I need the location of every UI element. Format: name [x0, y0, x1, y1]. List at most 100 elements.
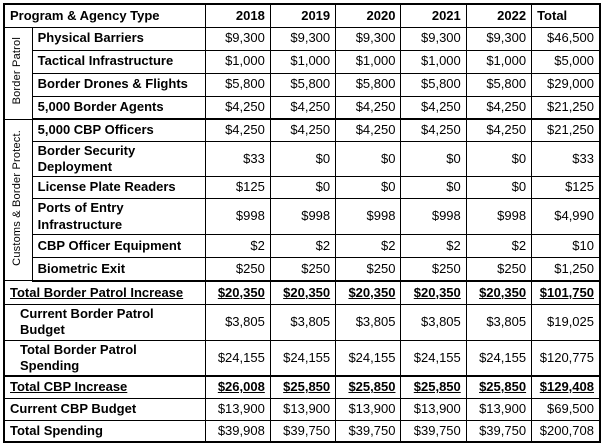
value-cell: $0 — [400, 140, 467, 177]
value-cell: $33 — [204, 140, 271, 177]
value-cell: $1,000 — [465, 49, 533, 74]
value-cell: $998 — [465, 198, 533, 235]
value-cell: $1,000 — [335, 49, 402, 74]
value-cell: $4,250 — [400, 118, 467, 142]
value-cell: $26,008 — [204, 375, 271, 399]
value-cell: $2 — [465, 234, 533, 258]
total-cell: $21,250 — [531, 95, 601, 120]
value-cell: $9,300 — [335, 26, 402, 51]
value-cell: $25,850 — [269, 375, 337, 399]
value-cell: $3,805 — [400, 304, 467, 341]
total-cell: $21,250 — [531, 118, 601, 142]
table-row: CBP Officer Equipment $2 $2 $2 $2 $2 $10 — [4, 234, 601, 258]
value-cell: $13,900 — [400, 397, 467, 421]
value-cell: $0 — [465, 140, 533, 177]
value-cell: $13,900 — [335, 397, 402, 421]
value-cell: $998 — [204, 198, 271, 235]
value-cell: $20,350 — [400, 280, 467, 305]
value-cell: $13,900 — [204, 397, 271, 421]
value-cell: $250 — [204, 257, 271, 282]
value-cell: $0 — [269, 176, 337, 199]
value-cell: $4,250 — [335, 118, 402, 142]
value-cell: $13,900 — [269, 397, 337, 421]
value-cell: $1,000 — [269, 49, 337, 74]
value-cell: $998 — [400, 198, 467, 235]
total-cell: $46,500 — [531, 26, 601, 51]
table-row: Ports of Entry Infrastructure $998 $998 … — [4, 198, 601, 235]
group-label-text: Customs & Border Protect. — [11, 129, 24, 266]
value-cell: $24,155 — [400, 339, 467, 377]
summary-row-current-border-patrol-budget: Current Border Patrol Budget $3,805 $3,8… — [3, 304, 601, 341]
value-cell: $0 — [400, 176, 467, 199]
value-cell: $0 — [465, 176, 533, 199]
total-cell: $101,750 — [531, 280, 601, 305]
header-year-2022: 2022 — [465, 3, 533, 28]
header-total: Total — [531, 3, 601, 28]
value-cell: $3,805 — [269, 304, 337, 341]
value-cell: $9,300 — [400, 26, 467, 51]
summary-row-total-border-patrol-increase: Total Border Patrol Increase $20,350 $20… — [3, 280, 601, 305]
summary-row-total-border-patrol-spending: Total Border Patrol Spending $24,155 $24… — [3, 339, 601, 377]
value-cell: $0 — [269, 140, 337, 177]
value-cell: $39,908 — [204, 419, 271, 443]
summary-row-current-cbp-budget: Current CBP Budget $13,900 $13,900 $13,9… — [3, 397, 601, 421]
value-cell: $1,000 — [204, 49, 271, 74]
row-label-tactical-infrastructure: Tactical Infrastructure — [31, 49, 206, 74]
row-label-border-drones-flights: Border Drones & Flights — [31, 72, 206, 97]
value-cell: $9,300 — [269, 26, 337, 51]
group-label-text: Border Patrol — [11, 37, 24, 105]
summary-label: Total CBP Increase — [3, 375, 206, 399]
value-cell: $5,800 — [465, 72, 533, 97]
header-row: Program & Agency Type 2018 2019 2020 202… — [3, 3, 601, 28]
row-label-license-plate-readers: License Plate Readers — [31, 176, 206, 199]
value-cell: $20,350 — [335, 280, 402, 305]
total-cell: $29,000 — [531, 72, 601, 97]
value-cell: $4,250 — [400, 95, 467, 120]
row-label-border-security-deployment: Border Security Deployment — [31, 140, 206, 177]
row-label-5000-border-agents: 5,000 Border Agents — [31, 95, 206, 120]
summary-label: Total Border Patrol Spending — [3, 339, 206, 377]
value-cell: $4,250 — [204, 118, 271, 142]
row-label-physical-barriers: Physical Barriers — [31, 26, 206, 51]
value-cell: $2 — [335, 234, 402, 258]
header-year-2019: 2019 — [269, 3, 337, 28]
summary-label: Total Border Patrol Increase — [3, 280, 206, 305]
value-cell: $2 — [269, 234, 337, 258]
summary-label: Current Border Patrol Budget — [3, 304, 206, 341]
value-cell: $0 — [335, 140, 402, 177]
value-cell: $2 — [400, 234, 467, 258]
value-cell: $39,750 — [465, 419, 533, 443]
value-cell: $3,805 — [204, 304, 271, 341]
value-cell: $250 — [465, 257, 533, 282]
value-cell: $24,155 — [269, 339, 337, 377]
value-cell: $4,250 — [204, 95, 271, 120]
value-cell: $250 — [335, 257, 402, 282]
row-label-biometric-exit: Biometric Exit — [31, 257, 206, 282]
summary-row-total-cbp-increase: Total CBP Increase $26,008 $25,850 $25,8… — [3, 375, 601, 399]
value-cell: $250 — [400, 257, 467, 282]
total-cell: $200,708 — [531, 419, 601, 443]
value-cell: $4,250 — [465, 118, 533, 142]
value-cell: $3,805 — [465, 304, 533, 341]
header-program-agency-type: Program & Agency Type — [3, 3, 206, 28]
value-cell: $9,300 — [204, 26, 271, 51]
value-cell: $4,250 — [335, 95, 402, 120]
value-cell: $5,800 — [400, 72, 467, 97]
value-cell: $20,350 — [269, 280, 337, 305]
table-row: Biometric Exit $250 $250 $250 $250 $250 … — [4, 257, 601, 282]
total-cell: $10 — [531, 234, 601, 258]
value-cell: $39,750 — [335, 419, 402, 443]
value-cell: $250 — [269, 257, 337, 282]
value-cell: $3,805 — [335, 304, 402, 341]
value-cell: $39,750 — [400, 419, 467, 443]
value-cell: $24,155 — [465, 339, 533, 377]
header-year-2020: 2020 — [335, 3, 402, 28]
value-cell: $25,850 — [335, 375, 402, 399]
table-row: License Plate Readers $125 $0 $0 $0 $0 $… — [4, 176, 601, 199]
value-cell: $20,350 — [465, 280, 533, 305]
table-row: Border Security Deployment $33 $0 $0 $0 … — [4, 140, 601, 177]
value-cell: $4,250 — [269, 95, 337, 120]
value-cell: $125 — [204, 176, 271, 199]
table-row: Border Drones & Flights $5,800 $5,800 $5… — [4, 72, 601, 97]
group-label-border-patrol: Border Patrol — [3, 26, 33, 120]
